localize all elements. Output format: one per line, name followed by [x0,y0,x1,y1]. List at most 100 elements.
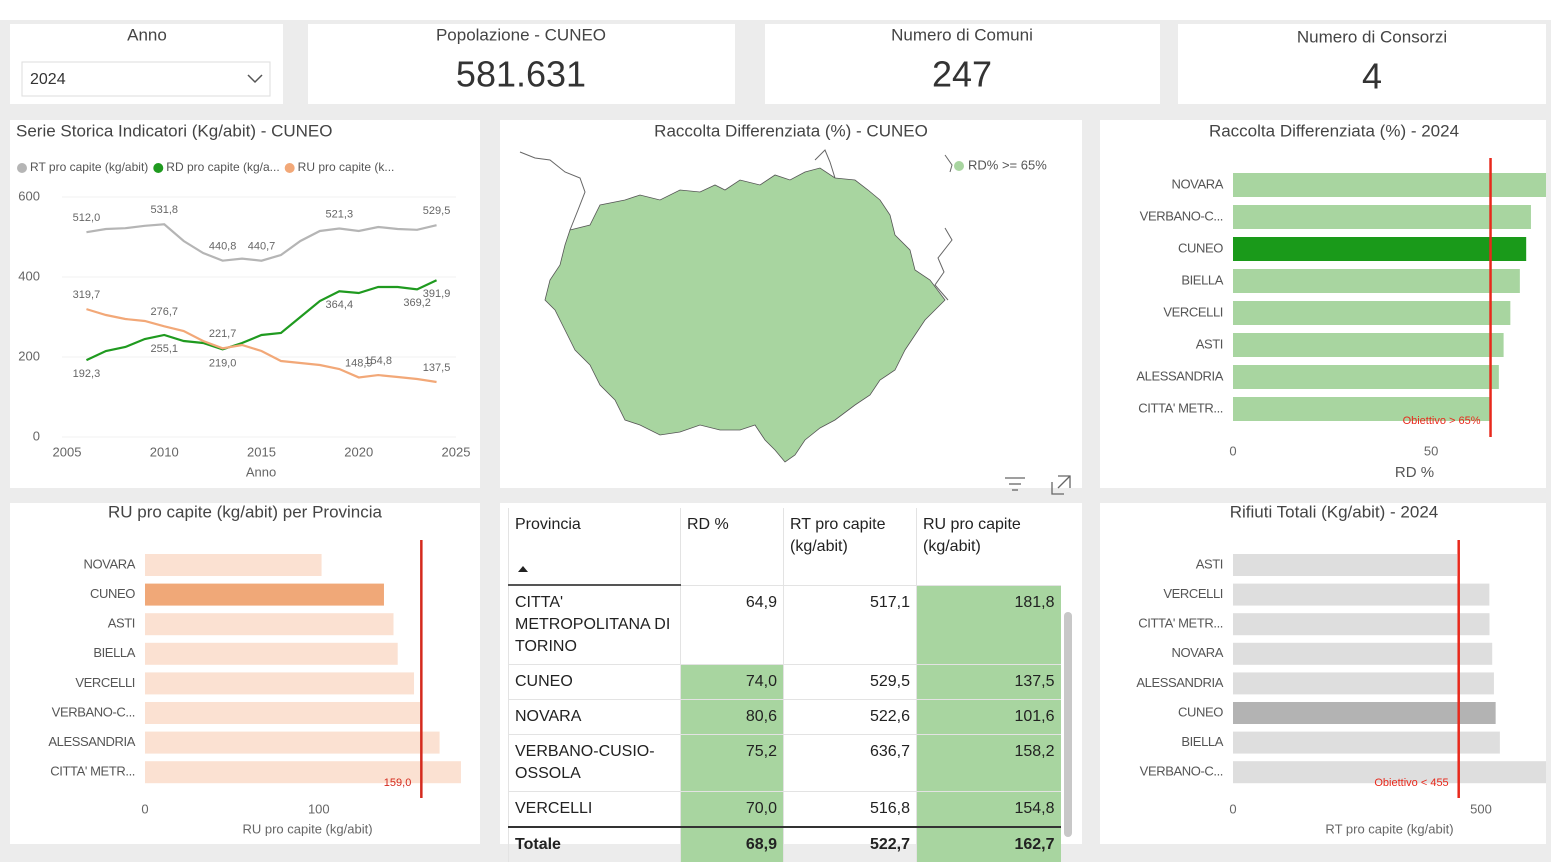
table-row: CUNEO 74,0 529,5 137,5 [508,664,1061,700]
x-tick-label: 2020 [344,444,373,459]
slicer-label: Anno [127,25,167,44]
scrollbar[interactable] [1064,612,1072,837]
category-label: CUNEO [1178,240,1223,255]
bar [145,554,322,576]
arrow [518,566,528,572]
line-panel [10,120,480,488]
category-label: ALESSANDRIA [1136,368,1223,383]
total-cell: 68,9 [680,826,784,862]
table-cell: VERCELLI [508,791,681,827]
x-tick-label: 2015 [247,444,276,459]
bar [1233,672,1494,695]
category-label: CUNEO [1178,704,1223,719]
bar [145,761,461,784]
bar [145,672,415,695]
legend-label: RD pro capite (kg/a... [166,160,279,174]
series-line [86,308,437,384]
y-tick-label: 200 [18,348,40,363]
total-row: Totale 68,9 522,7 162,7 [508,826,1061,862]
category-label: NOVARA [83,556,135,571]
x-tick-label: 0 [141,801,148,816]
bar [1233,205,1531,229]
table-row: CITTA' METROPOLITANA DI TORINO 64,9 517,1 1… [508,584,1061,665]
category-label: ALESSANDRIA [48,734,135,749]
legend-dot [153,163,164,173]
x-tick-label: 500 [1470,801,1492,816]
bar [1233,583,1490,606]
x-tick-label: 0 [1229,443,1236,458]
y-tick-label: 600 [18,188,40,203]
map-legend: RD% >= 65% [968,157,1047,172]
table-cell: 529,5 [783,664,917,700]
icon-line [1051,482,1064,495]
table-cell: 181,8 [916,584,1061,665]
x-axis-label: RU pro capite (kg/abit) [242,821,372,836]
data-label: 512,0 [73,212,101,224]
total-cell: Totale [508,826,681,862]
column-header: RT pro capite (kg/abit) [783,508,917,585]
bar [145,642,398,665]
filter-icon[interactable] [1005,477,1025,491]
bar [1233,301,1511,325]
header-row: Provincia RD % RT pro capite (kg/abit) RU p… [508,508,1061,586]
bar [145,731,440,754]
total-cell: 162,7 [916,826,1061,862]
reference-label: 159,0 [384,777,412,789]
map-legend-dot [954,161,964,171]
table-cell: 70,0 [680,791,784,827]
table-cell: 636,7 [783,734,917,792]
category-label: CITTA' METR... [1138,616,1223,631]
bar [1233,173,1546,197]
y-tick-label: 0 [33,428,40,443]
map-borders [519,149,953,301]
category-label: CITTA' METR... [50,764,135,779]
bar [145,702,420,724]
category-label: BIELLA [1181,734,1223,749]
data-label: 531,8 [150,204,178,216]
table-cell: 522,6 [783,699,917,735]
y-tick-label: 400 [18,268,40,283]
table-row: VERBANO-CUSIO-OSSOLA 75,2 636,7 158,2 [508,734,1061,792]
x-axis-label: RD % [1395,464,1434,481]
category-label: BIELLA [93,645,135,660]
x-tick-label: 2005 [53,444,82,459]
table-cell: VERBANO-CUSIO-OSSOLA [508,734,681,792]
border [519,151,586,231]
map-title: Raccolta Differenziata (%) - CUNEO [654,121,928,140]
sort-arrow[interactable] [517,564,529,574]
category-label: BIELLA [1181,272,1223,287]
border [934,227,953,301]
legend-dot [284,163,295,173]
dropdown-chevron[interactable] [247,74,263,84]
column-header: RD % [680,508,784,585]
bar [1233,237,1527,261]
category-label: ASTI [1196,556,1223,571]
category-label: VERBANO-C... [52,704,135,719]
table-cell: 137,5 [916,664,1061,700]
data-label: 440,7 [248,241,276,253]
x-axis-label: Anno [246,464,276,479]
data-label: 369,2 [403,297,431,309]
x-tick-label: 100 [308,801,330,816]
bar [1233,731,1500,754]
table-row: VERCELLI 70,0 516,8 154,8 [508,791,1061,827]
data-label: 219,0 [209,357,237,369]
top-strip [0,0,1551,20]
column-header: Provincia [508,508,681,586]
x-tick-label: 2010 [150,444,179,459]
bar [145,583,384,606]
reference-label: Obiettivo > 65% [1403,415,1481,427]
canvas: Anno 2024 Popolazione - CUNEO 581.631 Nu… [0,0,1551,844]
data-label: 137,5 [423,362,451,374]
focus-icon[interactable] [1051,475,1071,495]
data-label: 154,8 [364,355,392,367]
table-cell: 80,6 [680,699,784,735]
bar [1233,397,1491,421]
table-cell: NOVARA [508,699,681,735]
data-label: 440,8 [209,241,237,253]
slicer-dropdown[interactable] [21,61,271,97]
table-cell: 517,1 [783,584,917,665]
legend-label: RT pro capite (kg/abit) [30,160,148,174]
category-label: VERBANO-C... [1140,764,1223,779]
